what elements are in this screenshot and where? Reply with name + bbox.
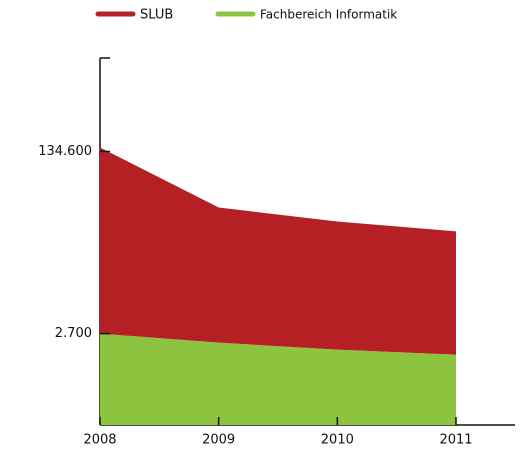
y-tick-label: 2.700	[55, 326, 92, 341]
y-tick-label: 134.600	[38, 144, 92, 159]
x-tick-label: 2008	[83, 433, 116, 448]
plot-area	[100, 147, 456, 425]
x-tick-label: 2009	[202, 433, 235, 448]
legend-label: Fachbereich Informatik	[260, 8, 397, 22]
axis-labels: 2.700 134.600 2008 2009 2010 2011 SLUB Fachbere…	[38, 8, 472, 448]
area	[100, 333, 456, 425]
x-tick-label: 2010	[321, 433, 354, 448]
area	[100, 147, 456, 355]
x-tick-label: 2011	[439, 433, 472, 448]
legend-label: SLUB	[140, 8, 173, 23]
